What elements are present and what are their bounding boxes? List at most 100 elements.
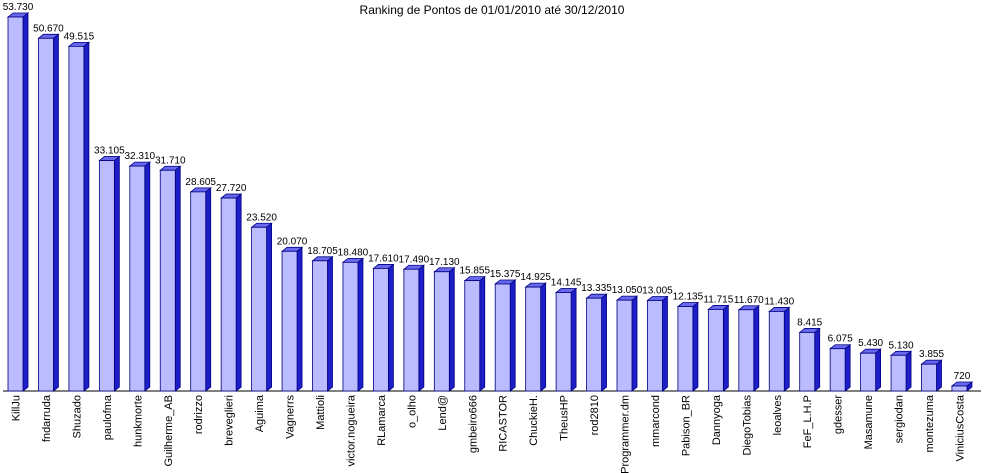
value-label: 8.415: [797, 317, 822, 328]
bar-front: [768, 311, 785, 392]
category-label: TheusHP: [559, 395, 571, 441]
bar: [433, 266, 456, 392]
bar-front: [433, 271, 450, 392]
category-labels-group: KillJu fndarruda Shuzado paulofma hunkmorte G…: [11, 394, 967, 473]
bar-front: [860, 352, 876, 392]
bar-side: [205, 187, 212, 392]
bar: [463, 275, 486, 392]
bar: [280, 246, 304, 392]
bar: [159, 165, 182, 392]
chart-title: Ranking de Pontos de 01/01/2010 até 30/1…: [360, 3, 625, 17]
bar: [737, 304, 760, 392]
category-label: FeF_L.H.P: [802, 395, 814, 448]
value-label: 14.925: [520, 272, 551, 283]
bar: [250, 222, 273, 392]
category-label: Programmer.dm: [620, 395, 632, 473]
bar: [798, 327, 821, 392]
bar: [920, 359, 943, 392]
value-label: 13.005: [642, 285, 673, 296]
value-label: 13.050: [612, 285, 643, 296]
category-label: leoalves: [772, 395, 784, 436]
bar-side: [753, 304, 760, 392]
bar: [6, 12, 30, 392]
category-label: gmbeiro666: [467, 395, 479, 453]
bar-front: [829, 348, 846, 392]
bar-front: [342, 261, 359, 392]
value-label: 31.710: [155, 155, 186, 166]
category-label: fndarruda: [41, 394, 53, 442]
bar-side: [570, 287, 577, 392]
bar-side: [783, 306, 790, 392]
bar: [889, 350, 913, 392]
category-label: victor.nogueira: [345, 394, 357, 466]
bar: [768, 306, 791, 392]
bar: [372, 263, 395, 392]
bar: [220, 193, 243, 392]
bar-side: [357, 257, 364, 392]
bar-side: [662, 295, 668, 392]
value-label: 6.075: [828, 334, 853, 345]
category-label: KillJu: [11, 395, 23, 421]
category-label: gdesser: [833, 395, 845, 434]
bar-front: [281, 250, 298, 392]
bar: [859, 348, 882, 392]
bar-side: [266, 222, 273, 392]
bar-side: [844, 343, 851, 392]
bar-front: [98, 160, 115, 392]
bar: [829, 343, 852, 392]
bar-side: [53, 33, 59, 392]
bar-front: [312, 260, 328, 392]
bar-front: [68, 45, 85, 392]
bar-side: [113, 155, 120, 392]
bar-side: [631, 295, 638, 392]
bar-front: [555, 292, 572, 392]
bar-side: [327, 255, 333, 392]
bar-side: [540, 282, 547, 392]
category-label: Lend@: [437, 395, 449, 431]
bar-side: [83, 41, 90, 392]
category-label: hunkmorte: [132, 395, 144, 447]
value-label: 20.070: [277, 236, 308, 247]
bar: [494, 279, 517, 392]
category-label: Dannyoga: [711, 394, 723, 445]
bar-side: [387, 263, 394, 392]
bar-front: [159, 169, 176, 392]
value-label: 11.715: [703, 294, 733, 305]
value-label: 32.310: [125, 151, 156, 162]
value-label: 23.520: [246, 212, 277, 223]
bars-group: [6, 12, 974, 392]
value-label: 15.855: [459, 266, 490, 277]
value-label: 5.430: [858, 338, 883, 349]
bar: [950, 381, 974, 392]
bar-side: [601, 293, 607, 392]
bar: [67, 41, 91, 392]
bar: [189, 187, 212, 392]
bar-front: [799, 332, 816, 392]
bar: [311, 255, 334, 392]
category-label: ChuckieH.: [528, 395, 540, 446]
value-label: 5.130: [889, 340, 914, 351]
bar: [37, 33, 60, 392]
bar-side: [174, 165, 181, 392]
bar-front: [220, 197, 237, 392]
bar-front: [647, 300, 663, 392]
value-label: 17.130: [429, 257, 460, 268]
bar: [524, 282, 547, 392]
category-label: rodrizzo: [193, 395, 205, 434]
value-label: 3.855: [919, 349, 944, 360]
bar-front: [525, 286, 542, 392]
bar-front: [372, 268, 389, 392]
category-label: DiegoTobias: [741, 395, 753, 456]
bar-side: [692, 301, 699, 392]
value-label: 14.145: [551, 278, 582, 289]
bar-front: [464, 280, 481, 392]
category-label: Shuzado: [71, 395, 83, 438]
value-label: 13.335: [581, 283, 612, 294]
value-label: 11.670: [734, 295, 764, 306]
category-label: breveglieri: [224, 395, 236, 446]
category-label: montezuma: [924, 394, 936, 452]
bar: [341, 257, 365, 392]
bar: [707, 304, 730, 392]
